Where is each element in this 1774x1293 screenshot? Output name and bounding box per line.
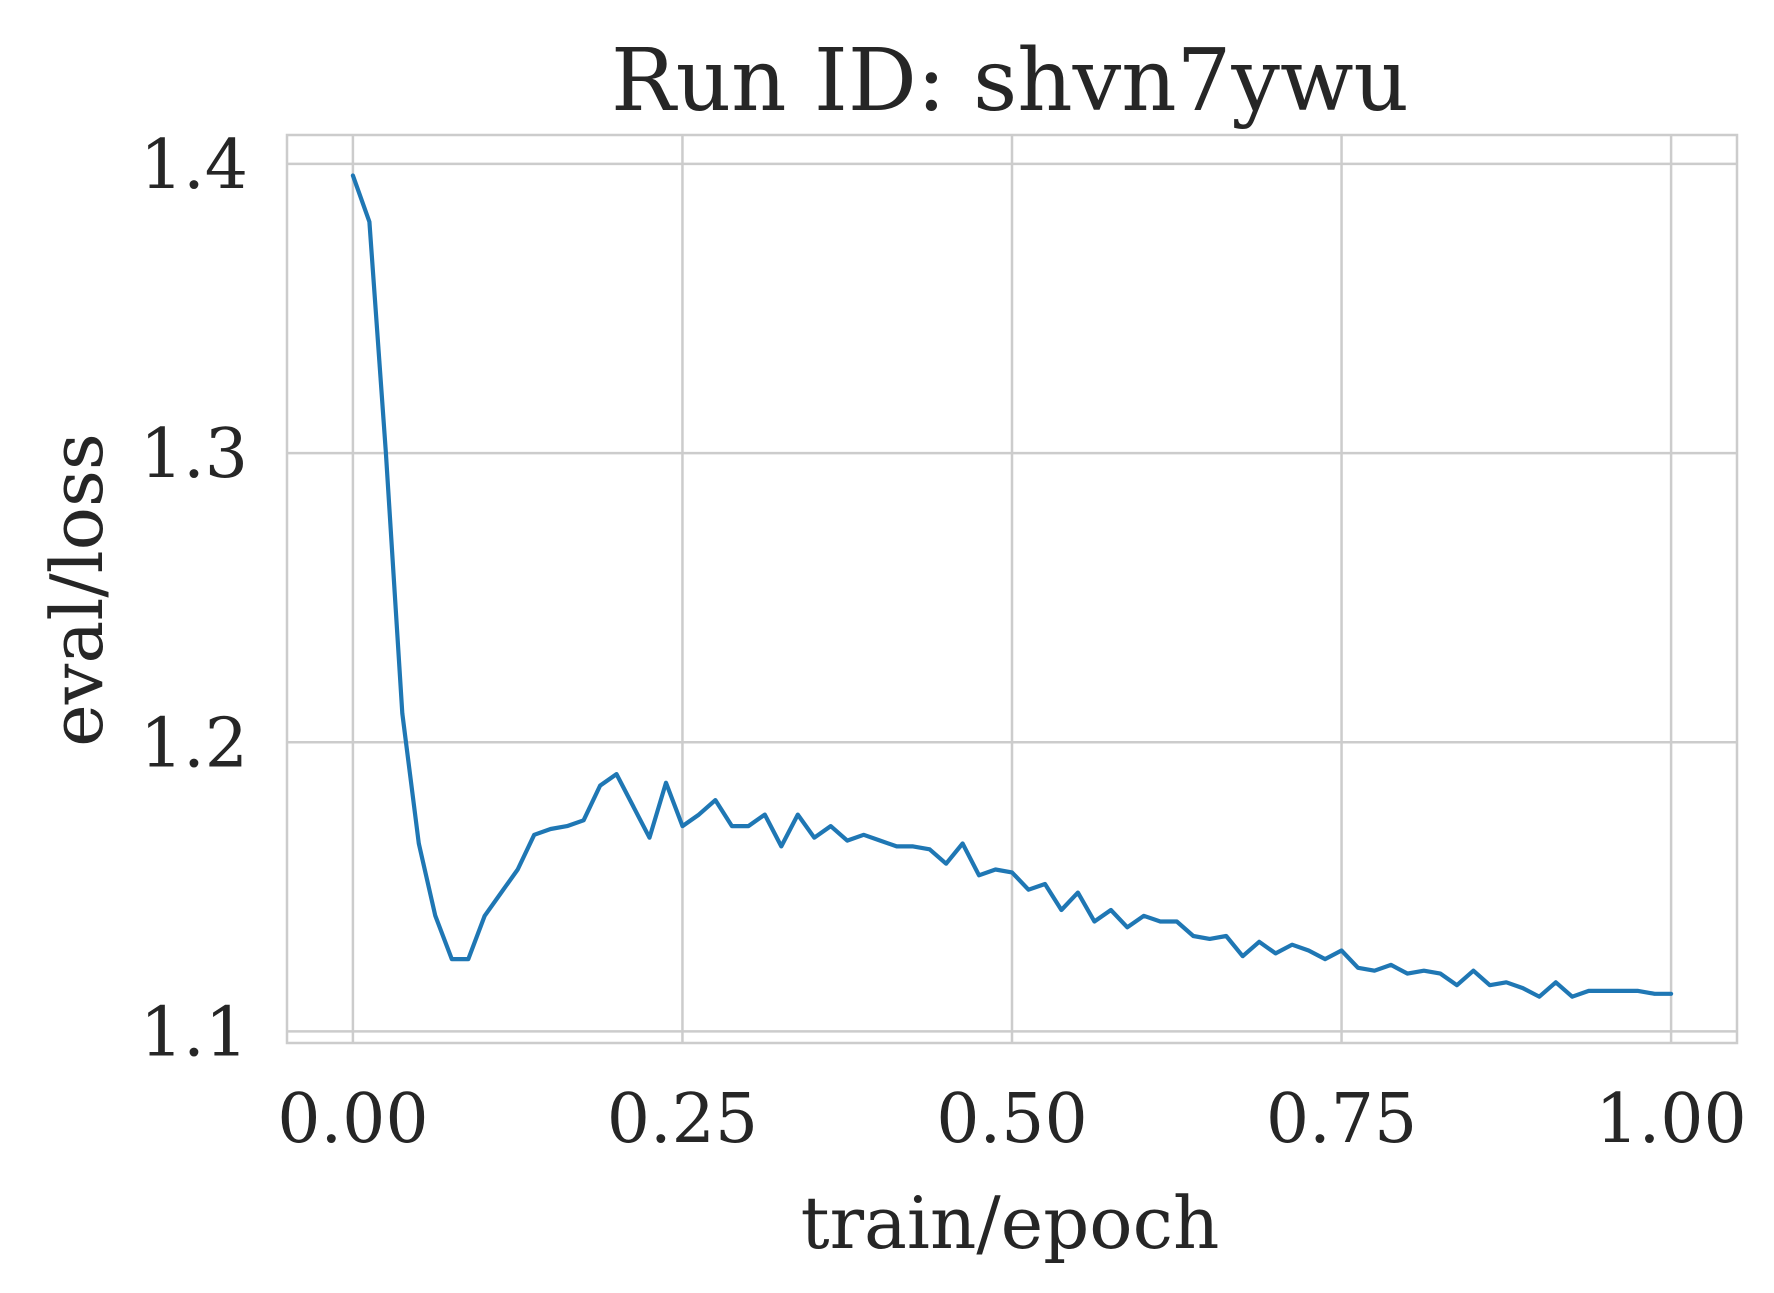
chart-title: Run ID: shvn7ywu [611,31,1409,131]
tick-labels: 0.00 0.25 0.50 0.75 1.00 1.1 1.2 1.3 1.4 [140,126,1747,1159]
x-tick-label: 0.00 [277,1080,428,1159]
x-tick-label: 0.50 [936,1080,1087,1159]
y-tick-label: 1.1 [140,993,248,1072]
x-tick-label: 1.00 [1595,1080,1746,1159]
x-tick-label: 0.75 [1266,1080,1417,1159]
plot-frame [285,133,1739,1045]
y-tick-label: 1.2 [140,704,248,783]
y-tick-label: 1.3 [140,415,248,494]
series-line [350,173,1674,999]
x-axis-label: train/epoch [801,1181,1220,1265]
y-axis-label: eval/loss [35,433,119,747]
x-tick-label: 0.25 [607,1080,758,1159]
series-lines [350,173,1674,999]
y-tick-label: 1.4 [140,126,248,205]
grid-lines [287,135,1737,1043]
